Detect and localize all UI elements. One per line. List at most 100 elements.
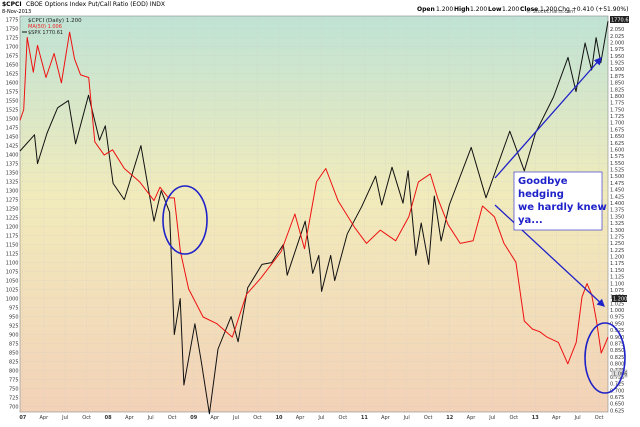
x-tick-label: Apr — [210, 415, 220, 421]
quote-change: Chg +0.410 (+51.90%) — [558, 6, 628, 13]
right-tick-label: 1.150 — [610, 268, 624, 274]
right-tick-label: 1.300 — [610, 228, 624, 234]
x-tick-label: Oct — [253, 415, 262, 421]
right-tick-label: 1.000 — [610, 308, 624, 314]
quote-close: 1.200 — [540, 6, 557, 13]
x-tick-label: Apr — [467, 415, 477, 421]
quote-high-label: High — [454, 6, 470, 13]
left-tick-label: 1500 — [6, 116, 19, 122]
right-tick-label: 1.700 — [610, 121, 624, 127]
right-tick-label: 0.700 — [610, 388, 624, 394]
left-tick-label: 1625 — [6, 71, 19, 77]
right-tick-label: 1.750 — [610, 107, 624, 113]
left-tick-label: 1275 — [6, 197, 19, 203]
left-tick-label: 825 — [9, 359, 19, 365]
right-tick-label: 0.750 — [610, 375, 624, 381]
arrow-down — [494, 204, 605, 307]
x-tick-label: Apr — [125, 415, 135, 421]
series-line-cpci — [19, 31, 609, 365]
spx-last-badge: 1770.61 — [610, 16, 632, 24]
annotation-line-2: hedging — [518, 189, 564, 200]
left-tick-label: 1775 — [6, 17, 19, 23]
quote-open-label: Open — [417, 6, 435, 13]
x-tick-label: Jul — [574, 415, 581, 421]
left-tick-label: 1150 — [6, 242, 19, 248]
x-tick-label: Jul — [317, 415, 324, 421]
left-tick-label: 725 — [9, 395, 19, 401]
right-tick-label: 0.650 — [610, 402, 624, 408]
right-tick-label: 1.650 — [610, 134, 624, 140]
left-tick-label: 900 — [9, 332, 19, 338]
right-tick-label: 1.475 — [610, 181, 624, 187]
left-tick-label: 1000 — [6, 296, 19, 302]
x-tick-label: Jul — [232, 415, 239, 421]
right-tick-label: 1.025 — [610, 301, 624, 307]
x-tick-label: 10 — [276, 415, 283, 421]
right-tick-label: 1.250 — [610, 241, 624, 247]
right-axis: 2.0502.0252.0001.9751.9501.9251.9001.875… — [610, 27, 624, 414]
series-line-spx — [19, 21, 609, 415]
left-tick-label: 1375 — [6, 161, 19, 167]
cpc-ma-badge: 1.006 — [611, 369, 627, 378]
annotation-line-4: ya... — [518, 215, 543, 226]
right-tick-label: 1.100 — [610, 281, 624, 287]
x-axis: 07 Apr Jul Oct 08 Apr Jul Oct 09 Apr Jul Oct 10 Apr Ju… — [19, 415, 603, 421]
x-tick-label: 11 — [361, 415, 368, 421]
right-tick-label: 1.350 — [610, 214, 624, 220]
cpc-ma-value: 1.006 — [613, 372, 627, 378]
right-tick-label: 2.025 — [610, 34, 624, 40]
right-tick-label: 2.050 — [610, 27, 624, 33]
plot-background — [19, 15, 609, 413]
right-tick-label: 0.950 — [610, 321, 624, 327]
right-tick-label: 1.625 — [610, 141, 624, 147]
x-tick-label: 07 — [19, 415, 26, 421]
x-tick-label: 13 — [532, 415, 539, 421]
left-tick-label: 1475 — [6, 125, 19, 131]
x-tick-label: Oct — [595, 415, 604, 421]
right-tick-label: 1.825 — [610, 87, 624, 93]
left-tick-label: 1050 — [6, 278, 19, 284]
left-tick-label: 950 — [9, 314, 19, 320]
right-tick-label: 1.600 — [610, 147, 624, 153]
right-tick-label: 1.525 — [610, 168, 624, 174]
circle-2013-annotation — [584, 322, 626, 394]
quote-low-label: Low — [488, 6, 502, 13]
watermark: © StockCharts.com — [526, 8, 575, 15]
cpc-last-value: 1.200 — [613, 297, 627, 303]
x-tick-label: Oct — [339, 415, 348, 421]
legend-row-spx: $SPX 1770.61 — [28, 30, 63, 36]
right-tick-label: 1.225 — [610, 248, 624, 254]
x-tick-label: Oct — [424, 415, 433, 421]
left-tick-label: 1650 — [6, 62, 19, 68]
right-tick-label: 1.425 — [610, 194, 624, 200]
arrow-up — [494, 57, 602, 179]
left-tick-label: 1750 — [6, 26, 19, 32]
left-tick-label: 1325 — [6, 179, 19, 185]
left-tick-label: 1600 — [6, 80, 19, 86]
annotation-line-3: we hardly knew — [518, 202, 607, 213]
left-tick-label: 1350 — [6, 170, 19, 176]
left-tick-label: 1250 — [6, 206, 19, 212]
spx-last-value: 1770.61 — [611, 18, 632, 24]
right-tick-label: 1.125 — [610, 275, 624, 281]
quote-close-label: Close — [520, 6, 538, 13]
right-tick-label: 1.775 — [610, 101, 624, 107]
right-tick-label: 0.975 — [610, 315, 624, 321]
right-tick-label: 1.850 — [610, 81, 624, 87]
left-tick-label: 1575 — [6, 89, 19, 95]
right-tick-label: 0.800 — [610, 362, 624, 368]
quote-high: 1.200 — [470, 6, 487, 13]
right-tick-label: 1.950 — [610, 54, 624, 60]
right-tick-label: 0.675 — [610, 395, 624, 401]
cpc-last-badge: 1.200 — [612, 295, 627, 303]
right-tick-label: 1.375 — [610, 208, 624, 214]
x-tick-label: Jul — [488, 415, 495, 421]
right-tick-label: 1.725 — [610, 114, 624, 120]
left-tick-label: 700 — [9, 404, 19, 410]
left-tick-label: 1125 — [6, 251, 19, 257]
x-tick-label: Apr — [296, 415, 306, 421]
right-tick-label: 1.875 — [610, 74, 624, 80]
quote-low: 1.200 — [502, 6, 519, 13]
right-tick-label: 0.900 — [610, 335, 624, 341]
